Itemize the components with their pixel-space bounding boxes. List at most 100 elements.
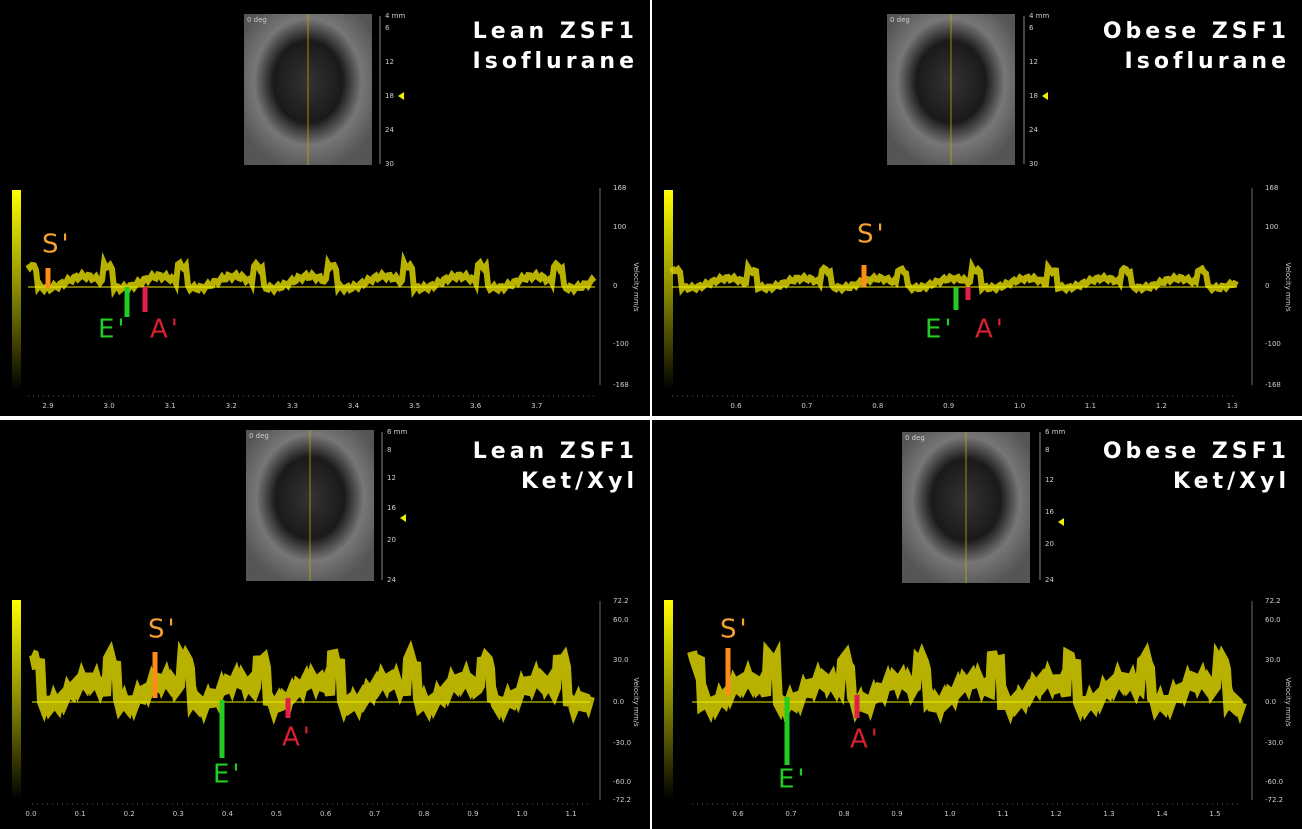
marker-label: E' [778, 765, 808, 795]
panel-title: Isoflurane [1125, 49, 1290, 74]
depth-tick-label: 30 [385, 160, 394, 168]
depth-tick-label: 20 [1045, 540, 1054, 548]
time-tick-label: 1.2 [1156, 402, 1167, 410]
panel-title: Obese ZSF1 [1103, 19, 1290, 44]
marker-label: S' [42, 230, 72, 260]
time-tick-label: 0.8 [838, 810, 849, 818]
depth-tick-label: 24 [387, 576, 396, 584]
focus-marker [398, 92, 404, 100]
depth-tick-label: 6 mm [1045, 428, 1065, 436]
depth-tick-label: 8 [1045, 446, 1049, 454]
depth-tick-label: 12 [1045, 476, 1054, 484]
velocity-label: Velocity mm/s [632, 262, 640, 312]
color-bar [12, 190, 21, 390]
velocity-tick-label: 100 [613, 223, 626, 231]
velocity-tick-label: 30.0 [1265, 656, 1281, 664]
velocity-tick-label: -60.0 [1265, 778, 1283, 786]
velocity-tick-label: 0 [1265, 282, 1269, 290]
depth-tick-label: 4 mm [385, 12, 405, 20]
panel-title: Lean ZSF1 [473, 19, 638, 44]
time-tick-label: 0.5 [271, 810, 282, 818]
color-bar [664, 600, 673, 800]
panel: 0 deg 4 mm 6 12 18 24 30 Lean ZSF1 Isoflurane 168… [0, 0, 650, 416]
depth-tick-label: 24 [385, 126, 394, 134]
velocity-label: Velocity mm/s [632, 677, 640, 727]
time-tick-label: 1.0 [944, 810, 955, 818]
marker-label: S' [148, 615, 178, 645]
depth-tick-label: 6 [1029, 24, 1034, 32]
time-tick-label: 1.5 [1209, 810, 1220, 818]
marker-label: A' [975, 315, 1006, 345]
time-tick-label: 0.8 [418, 810, 429, 818]
color-bar [664, 190, 673, 390]
time-tick-label: 1.4 [1156, 810, 1168, 818]
time-tick-label: 0.4 [222, 810, 234, 818]
velocity-label: Velocity mm/s [1284, 677, 1292, 727]
focus-marker [1058, 518, 1064, 526]
time-tick-label: 3.6 [470, 402, 482, 410]
depth-tick-label: 20 [387, 536, 396, 544]
velocity-tick-label: 30.0 [613, 656, 629, 664]
velocity-tick-label: -30.0 [1265, 739, 1283, 747]
velocity-tick-label: -60.0 [613, 778, 631, 786]
depth-tick-label: 18 [385, 92, 394, 100]
depth-tick-label: 16 [387, 504, 396, 512]
doppler-trace [669, 257, 1239, 296]
image-label: 0 deg [905, 434, 925, 442]
velocity-tick-label: 72.2 [613, 597, 629, 605]
depth-tick-label: 12 [385, 58, 394, 66]
time-tick-label: 0.3 [173, 810, 184, 818]
velocity-tick-label: -168 [1265, 381, 1281, 389]
marker-label: S' [720, 615, 750, 645]
focus-marker [400, 514, 406, 522]
time-tick-label: 3.4 [348, 402, 360, 410]
velocity-tick-label: -100 [1265, 340, 1281, 348]
time-tick-label: 0.9 [891, 810, 902, 818]
time-tick-label: 3.7 [531, 402, 542, 410]
time-tick-label: 1.0 [1014, 402, 1025, 410]
depth-tick-label: 18 [1029, 92, 1038, 100]
panel: 0 deg 6 mm 8 12 16 20 24 Lean ZSF1 Ket/Xyl 72.2 60… [0, 420, 650, 829]
marker-label: A' [150, 315, 181, 345]
time-tick-label: 3.0 [104, 402, 115, 410]
time-tick-label: 1.1 [997, 810, 1008, 818]
time-tick-label: 2.9 [42, 402, 53, 410]
marker-label: A' [850, 725, 881, 755]
time-tick-label: 3.2 [226, 402, 237, 410]
doppler-trace [687, 640, 1247, 725]
time-tick-label: 0.1 [75, 810, 86, 818]
depth-tick-label: 6 mm [387, 428, 407, 436]
velocity-tick-label: -72.2 [1265, 796, 1283, 804]
time-tick-label: 0.9 [943, 402, 954, 410]
time-tick-label: 0.8 [872, 402, 883, 410]
time-tick-label: 0.6 [730, 402, 742, 410]
velocity-tick-label: 0.0 [1265, 698, 1276, 706]
velocity-tick-label: -168 [613, 381, 629, 389]
marker-label: E' [213, 760, 243, 790]
time-tick-label: 0.6 [320, 810, 332, 818]
panel-title: Ket/Xyl [521, 469, 638, 494]
panel-title: Isoflurane [473, 49, 638, 74]
time-tick-label: 0.7 [785, 810, 796, 818]
time-tick-label: 1.0 [516, 810, 527, 818]
velocity-tick-label: -30.0 [613, 739, 631, 747]
doppler-trace [29, 639, 595, 725]
color-bar [12, 600, 21, 800]
image-label: 0 deg [247, 16, 267, 24]
depth-tick-label: 24 [1045, 576, 1054, 584]
depth-tick-label: 6 [385, 24, 390, 32]
velocity-tick-label: 100 [1265, 223, 1278, 231]
panel-title: Lean ZSF1 [473, 439, 638, 464]
image-label: 0 deg [890, 16, 910, 24]
time-tick-label: 0.2 [124, 810, 135, 818]
time-tick-label: 0.7 [369, 810, 380, 818]
velocity-tick-label: -100 [613, 340, 629, 348]
panel: 0 deg 6 mm 8 12 16 20 24 Obese ZSF1 Ket/Xyl 72.2 6… [652, 420, 1302, 829]
marker-label: E' [98, 315, 128, 345]
depth-tick-label: 4 mm [1029, 12, 1049, 20]
depth-tick-label: 8 [387, 446, 391, 454]
time-tick-label: 0.9 [467, 810, 478, 818]
time-tick-label: 1.3 [1227, 402, 1238, 410]
depth-tick-label: 30 [1029, 160, 1038, 168]
